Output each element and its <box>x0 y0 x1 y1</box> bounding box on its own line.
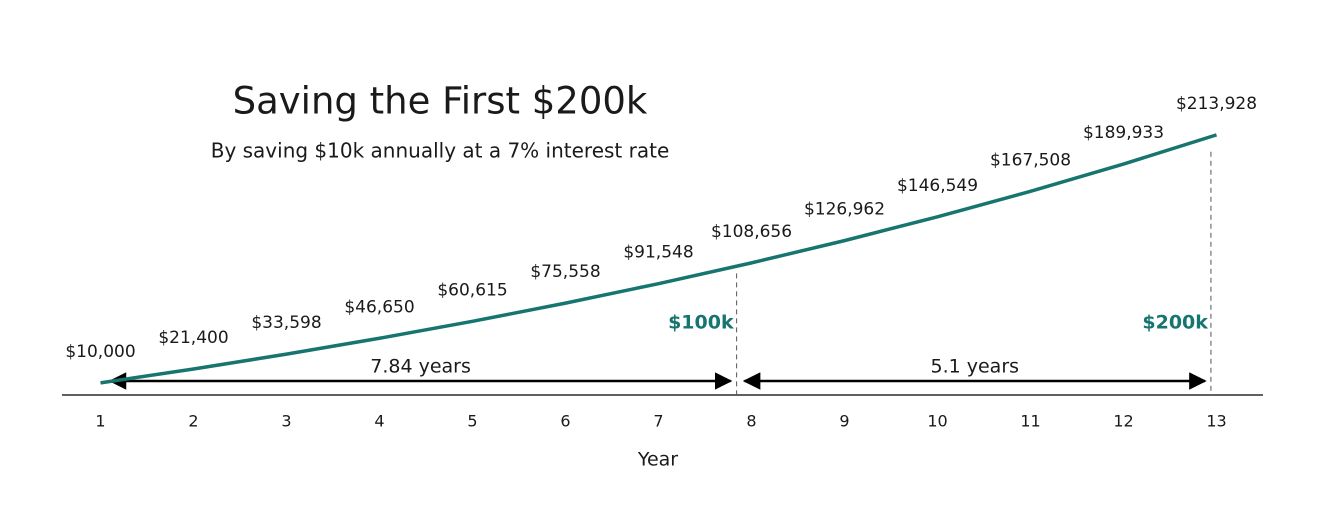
value-label: $91,548 <box>623 243 693 263</box>
x-tick-label: 3 <box>281 412 291 431</box>
x-tick-label: 11 <box>1020 412 1040 431</box>
x-tick-label: 2 <box>188 412 198 431</box>
x-tick-label: 13 <box>1206 412 1226 431</box>
value-label: $33,598 <box>251 313 321 333</box>
x-tick-label: 9 <box>839 412 849 431</box>
value-label: $146,549 <box>897 176 978 196</box>
value-label: $46,650 <box>344 297 414 317</box>
x-axis-label: Year <box>637 449 678 471</box>
x-tick-label: 8 <box>746 412 756 431</box>
threshold-label: $200k <box>1142 312 1208 334</box>
value-label: $75,558 <box>530 262 600 282</box>
x-tick-label: 5 <box>467 412 477 431</box>
chart-title: Saving the First $200k <box>233 80 648 123</box>
duration-label: 5.1 years <box>930 356 1019 378</box>
threshold-label: $100k <box>668 312 734 334</box>
value-label: $21,400 <box>158 328 228 348</box>
value-label: $108,656 <box>711 222 792 242</box>
duration-label: 7.84 years <box>370 356 471 378</box>
value-label: $10,000 <box>65 342 135 362</box>
x-tick-label: 7 <box>653 412 663 431</box>
x-tick-label: 4 <box>374 412 384 431</box>
x-tick-label: 12 <box>1113 412 1133 431</box>
value-label: $126,962 <box>804 200 885 220</box>
x-tick-label: 10 <box>927 412 947 431</box>
value-label: $189,933 <box>1083 123 1164 143</box>
x-tick-label: 6 <box>560 412 570 431</box>
value-label: $167,508 <box>990 150 1071 170</box>
chart-subtitle: By saving $10k annually at a 7% interest… <box>211 139 670 163</box>
x-tick-label: 1 <box>95 412 105 431</box>
value-label: $213,928 <box>1176 94 1257 114</box>
line <box>100 133 1218 385</box>
value-label: $60,615 <box>437 280 507 300</box>
